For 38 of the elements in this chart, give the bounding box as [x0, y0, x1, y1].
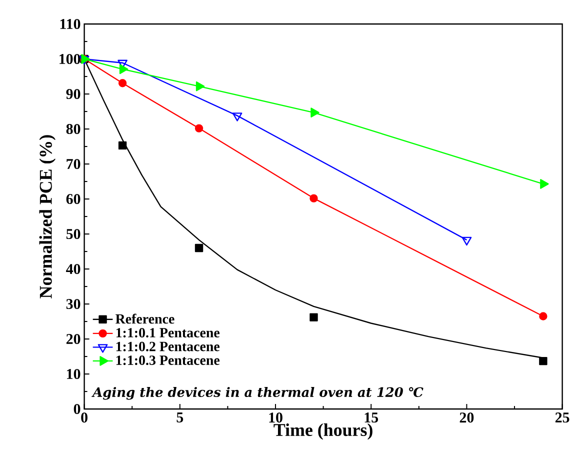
y-tick-label: 90: [66, 88, 80, 100]
x-axis-title: Time (hours): [274, 423, 372, 440]
y-tick-label: 70: [66, 158, 80, 170]
annotation: Aging the devices in a thermal oven at 120 ℃: [92, 386, 424, 400]
y-tick-label: 40: [66, 264, 80, 274]
x-tick-label: 10: [269, 412, 282, 423]
point: [539, 312, 548, 320]
legend-label: 1:1:0.2 Pentacene: [116, 342, 220, 352]
legend-label: 1:1:0.1 Pentacene: [116, 328, 220, 338]
point: [232, 112, 242, 122]
y-tick-label: 110: [60, 18, 80, 30]
point: [194, 124, 204, 132]
legend-label: 1:1:0.3 Pentacene: [116, 356, 220, 366]
x-tick-label: 5: [176, 412, 184, 422]
point: [118, 79, 127, 88]
point: [119, 64, 128, 74]
y-axis-title: Normalized PCE (%): [39, 135, 56, 298]
x-tick-label: 20: [460, 412, 474, 423]
y-tick-label: 20: [66, 334, 80, 344]
point: [310, 108, 320, 118]
y-tick-label: 60: [66, 194, 80, 204]
legend-label: Reference: [116, 314, 174, 324]
point: [539, 356, 548, 366]
point: [310, 313, 318, 322]
point: [194, 244, 204, 252]
point: [310, 194, 318, 202]
y-tick-label: 0: [74, 404, 80, 414]
y-tick-label: 30: [66, 298, 80, 310]
point: [118, 141, 127, 150]
y-tick-label: 10: [67, 368, 80, 380]
point: [196, 81, 205, 92]
y-tick-label: 80: [66, 124, 80, 134]
x-tick-label: 0: [81, 412, 88, 423]
x-tick-label: 15: [364, 412, 378, 423]
x-tick-label: 25: [555, 412, 570, 423]
point: [540, 179, 549, 189]
y-tick-label: 50: [66, 228, 80, 240]
point: [462, 236, 472, 246]
